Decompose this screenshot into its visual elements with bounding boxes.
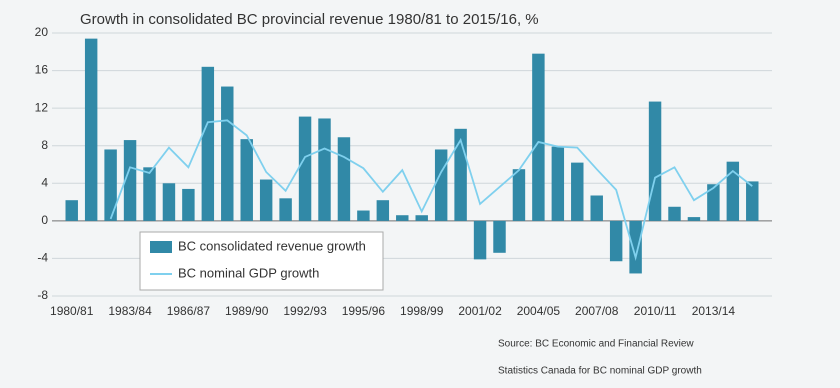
bar: [551, 146, 565, 221]
x-tick-label: 2010/11: [634, 304, 677, 318]
bar: [162, 183, 176, 221]
source-note: Source: BC Economic and Financial Review: [498, 339, 694, 350]
bar: [318, 118, 331, 221]
legend-label: BC consolidated revenue growth: [178, 238, 366, 253]
bar: [493, 220, 506, 253]
bar: [590, 195, 603, 221]
bar: [221, 86, 234, 221]
bar: [609, 220, 623, 262]
bar: [259, 179, 273, 221]
source-note: Statistics Canada for BC nominal GDP gro…: [498, 366, 702, 377]
bar: [687, 217, 701, 221]
x-tick-label: 2004/05: [517, 304, 561, 318]
bar: [240, 139, 253, 221]
line: [109, 119, 753, 261]
bar: [726, 161, 740, 221]
bar: [629, 220, 642, 274]
bar: [357, 210, 370, 221]
y-tick-label: 12: [35, 100, 49, 114]
y-tick-label: -8: [37, 288, 48, 302]
bar: [65, 200, 78, 221]
x-tick-label: 1989/90: [225, 304, 269, 318]
x-tick-label: 2001/02: [458, 304, 502, 318]
y-tick-label: 16: [35, 63, 49, 77]
x-tick-label: 1980/81: [50, 304, 94, 318]
legend-swatch: [150, 241, 172, 253]
bar: [396, 215, 409, 221]
bar: [434, 149, 448, 221]
bar: [279, 198, 292, 221]
bar: [648, 101, 662, 221]
legend-box: [139, 231, 384, 291]
chart-title: Growth in consolidated BC provincial rev…: [80, 11, 539, 28]
y-tick-label: 20: [35, 25, 49, 39]
bar: [415, 215, 428, 221]
bar: [571, 162, 584, 221]
bar: [376, 200, 390, 221]
x-tick-label: 2013/14: [692, 304, 736, 318]
bar: [707, 184, 720, 221]
bar: [668, 206, 681, 221]
y-tick-label: -4: [37, 251, 48, 265]
bar: [532, 53, 545, 221]
x-tick-label: 1986/87: [167, 304, 211, 318]
bar: [746, 181, 759, 221]
bar: [143, 167, 156, 221]
bar: [123, 140, 137, 221]
x-tick-label: 1995/96: [342, 304, 386, 318]
bar: [298, 116, 312, 221]
legend-label: BC nominal GDP growth: [178, 265, 319, 280]
bar: [201, 66, 215, 221]
x-tick-label: 1983/84: [108, 304, 152, 318]
bar: [337, 137, 351, 221]
y-tick-label: 0: [41, 213, 48, 227]
bar: [104, 149, 117, 221]
x-tick-label: 1998/99: [400, 304, 444, 318]
bar: [182, 188, 195, 221]
y-tick-label: 8: [41, 138, 48, 152]
x-tick-label: 2007/08: [575, 304, 619, 318]
bar: [84, 38, 98, 221]
x-tick-label: 1992/93: [283, 304, 327, 318]
bar: [473, 220, 487, 260]
bar: [512, 169, 526, 221]
y-tick-label: 4: [41, 175, 48, 189]
